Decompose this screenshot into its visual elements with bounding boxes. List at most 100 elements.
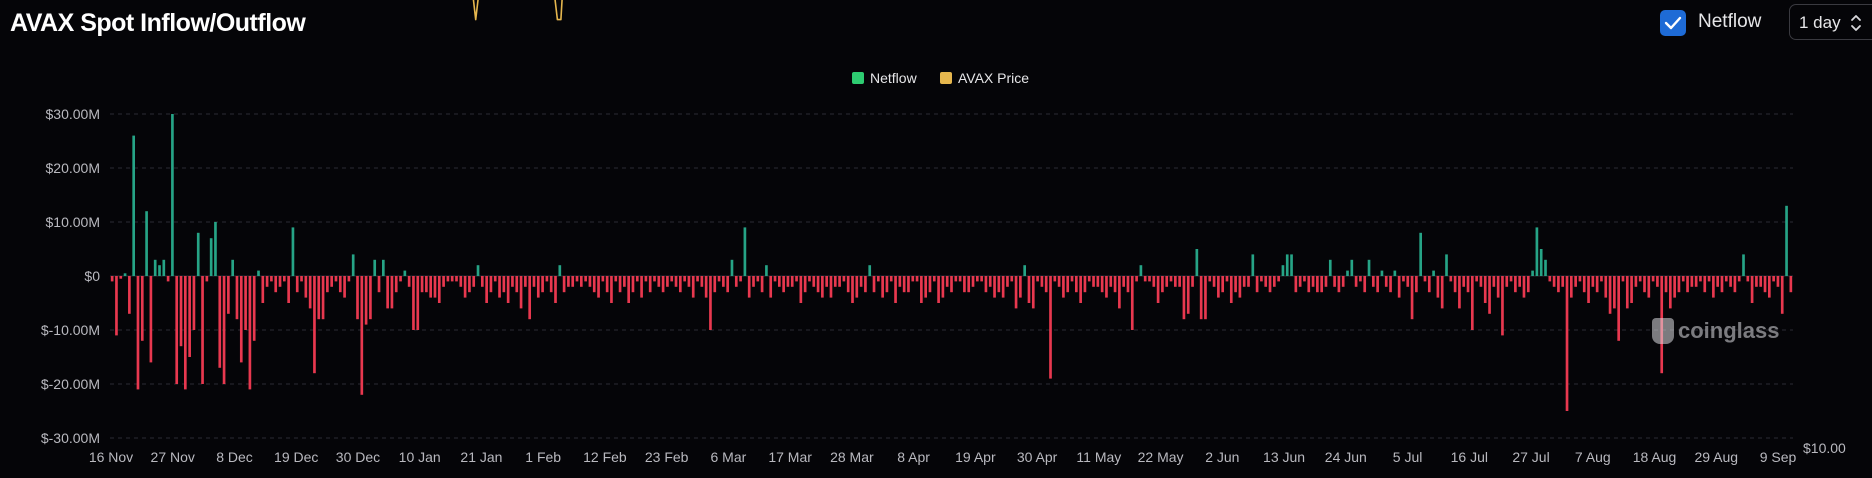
- netflow-bar: [1320, 276, 1324, 293]
- netflow-bar: [524, 276, 527, 287]
- netflow-bar: [399, 276, 402, 282]
- netflow-bar: [437, 276, 441, 303]
- netflow-bar: [485, 276, 488, 303]
- netflow-bar: [502, 276, 506, 293]
- netflow-bar: [980, 276, 983, 282]
- netflow-bar: [1742, 254, 1745, 276]
- netflow-bar: [1087, 276, 1091, 282]
- netflow-bar: [1544, 259, 1547, 276]
- netflow-bar: [1557, 276, 1560, 293]
- netflow-bar: [726, 276, 730, 293]
- netflow-bar: [1014, 276, 1018, 309]
- netflow-bar: [549, 276, 553, 293]
- netflow-bar: [1410, 276, 1414, 320]
- netflow-bar: [1776, 276, 1780, 287]
- netflow-bar: [971, 276, 975, 287]
- netflow-bar: [1311, 276, 1315, 287]
- netflow-bar: [653, 276, 656, 282]
- netflow-bar: [597, 276, 600, 298]
- netflow-bar: [1578, 276, 1582, 282]
- netflow-bar: [739, 276, 742, 282]
- netflow-bar: [287, 276, 290, 303]
- netflow-bar: [743, 227, 747, 276]
- netflow-bar: [864, 276, 867, 293]
- legend-item-netflow[interactable]: Netflow: [852, 70, 917, 86]
- netflow-bar: [945, 276, 949, 287]
- netflow-bar: [326, 276, 329, 293]
- netflow-bar: [1724, 276, 1728, 282]
- netflow-bar: [1561, 276, 1565, 287]
- x-tick-label: 5 Jul: [1393, 449, 1423, 465]
- netflow-bar: [1535, 227, 1539, 276]
- netflow-bar: [1677, 276, 1681, 293]
- netflow-bar: [321, 276, 325, 320]
- netflow-bar: [1272, 276, 1276, 287]
- interval-select[interactable]: 1 day: [1789, 4, 1872, 40]
- x-tick-label: 12 Feb: [583, 449, 627, 465]
- netflow-bar: [472, 276, 476, 287]
- netflow-bar: [601, 276, 605, 282]
- netflow-bar: [1298, 276, 1302, 287]
- netflow-toggle-label[interactable]: Netflow: [1698, 11, 1762, 32]
- netflow-bar: [1668, 276, 1672, 309]
- netflow-bar: [868, 265, 872, 276]
- netflow-bar: [1638, 276, 1642, 282]
- legend-item-price[interactable]: AVAX Price: [940, 70, 1029, 86]
- netflow-bar: [227, 276, 230, 314]
- x-tick-label: 24 Jun: [1325, 449, 1367, 465]
- netflow-bar: [1621, 276, 1625, 282]
- netflow-bar: [1324, 276, 1328, 287]
- legend-label-netflow: Netflow: [870, 70, 917, 86]
- netflow-bar: [300, 276, 303, 282]
- netflow-bar: [446, 276, 450, 282]
- page-title: AVAX Spot Inflow/Outflow: [10, 9, 306, 37]
- netflow-bar: [179, 276, 183, 347]
- netflow-bar: [1234, 276, 1237, 293]
- netflow-bar: [618, 276, 622, 293]
- netflow-bar: [881, 276, 884, 298]
- netflow-bar: [777, 276, 781, 287]
- x-tick-label: 19 Dec: [274, 449, 318, 465]
- netflow-bar: [308, 276, 312, 309]
- netflow-bar: [1406, 276, 1410, 287]
- netflow-bar: [459, 276, 463, 287]
- y-right-tick-label: $10.00: [1803, 440, 1846, 456]
- netflow-bar: [1767, 276, 1771, 298]
- netflow-bar: [696, 276, 699, 282]
- netflow-bar: [1716, 276, 1720, 287]
- coinglass-logo-icon: [1652, 318, 1674, 344]
- netflow-bar: [567, 276, 570, 287]
- netflow-bar: [235, 276, 239, 320]
- netflow-bar: [1514, 276, 1517, 293]
- netflow-bar: [1118, 276, 1121, 309]
- netflow-bar: [575, 276, 579, 282]
- netflow-bar: [640, 276, 643, 298]
- netflow-bar: [175, 276, 179, 384]
- x-tick-label: 27 Jul: [1512, 449, 1549, 465]
- netflow-bar: [678, 276, 682, 293]
- netflow-bar: [786, 276, 790, 287]
- netflow-bar: [937, 276, 940, 303]
- netflow-bar: [1354, 276, 1358, 287]
- checkmark-icon: [1664, 16, 1682, 30]
- netflow-bar: [412, 276, 415, 330]
- netflow-bar: [158, 265, 161, 276]
- x-tick-label: 1 Feb: [525, 449, 561, 465]
- netflow-bar: [416, 276, 420, 330]
- netflow-bar: [833, 276, 837, 287]
- netflow-bar: [1565, 276, 1569, 411]
- netflow-bar: [377, 276, 381, 293]
- netflow-bar: [1363, 276, 1367, 293]
- netflow-bar: [1074, 276, 1078, 293]
- netflow-bar: [1156, 276, 1160, 303]
- netflow-checkbox[interactable]: [1660, 10, 1686, 36]
- netflow-bar: [842, 276, 846, 282]
- netflow-bar: [1040, 276, 1044, 287]
- netflow-bar: [1092, 276, 1095, 287]
- netflow-bar: [132, 135, 136, 276]
- netflow-bar: [571, 276, 575, 287]
- netflow-bar: [623, 276, 626, 287]
- x-tick-label: 18 Aug: [1633, 449, 1677, 465]
- netflow-bar: [1423, 276, 1427, 282]
- netflow-bar: [1415, 276, 1418, 293]
